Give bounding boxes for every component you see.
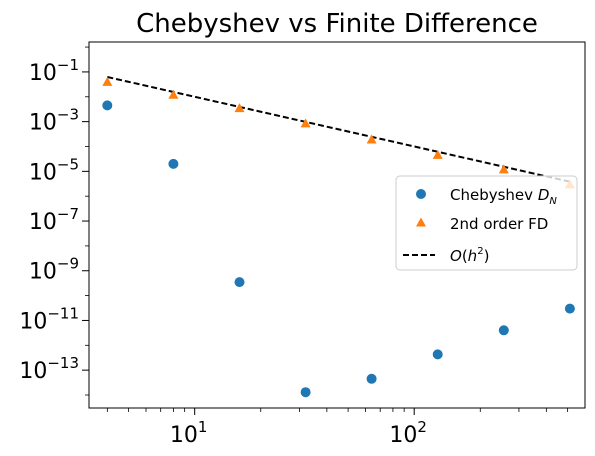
data-point-chebyshev (432, 349, 443, 360)
chart-title: Chebyshev vs Finite Difference (136, 9, 538, 39)
legend-label-chebyshev: Chebyshev DN (450, 186, 557, 207)
legend-label-fd: 2nd order FD (450, 215, 548, 233)
x-tick-label: 102 (389, 418, 427, 448)
y-tick-label: 10−7 (29, 205, 79, 235)
data-point-chebyshev (102, 100, 113, 111)
axes-frame (88, 41, 586, 409)
y-tick-label: 10−5 (29, 155, 79, 185)
legend-box (395, 175, 578, 271)
data-point-chebyshev (366, 373, 377, 384)
axis-ticks: 101 102 10−1 10−3 10−5 10−7 10−9 10−11 10−13 (19, 46, 569, 448)
y-tick-label: 10−9 (29, 255, 79, 285)
legend-marker-chebyshev (416, 189, 426, 199)
y-tick-label: 10−1 (29, 56, 79, 86)
data-point-chebyshev (234, 277, 245, 288)
data-point-chebyshev (300, 387, 311, 398)
data-point-fd (234, 103, 245, 113)
legend: Chebyshev DN 2nd order FD O(h2) (395, 175, 578, 271)
data-point-fd (366, 134, 377, 144)
y-tick-label: 10−11 (19, 304, 79, 334)
data-point-chebyshev (564, 303, 575, 314)
series-line-oh2 (107, 76, 571, 183)
y-tick-label: 10−3 (29, 106, 79, 136)
data-point-chebyshev (168, 158, 179, 169)
data-point-chebyshev (498, 325, 509, 336)
y-tick-label: 10−13 (19, 354, 79, 384)
legend-marker-fd (416, 217, 426, 227)
data-point-fd (168, 89, 179, 99)
legend-label-oh2: O(h2) (450, 246, 489, 265)
data-point-fd (498, 164, 509, 174)
plot-area (102, 76, 575, 398)
data-point-fd (432, 149, 443, 159)
data-point-fd (102, 76, 113, 86)
x-tick-label: 101 (170, 418, 208, 448)
data-point-fd (300, 118, 311, 128)
